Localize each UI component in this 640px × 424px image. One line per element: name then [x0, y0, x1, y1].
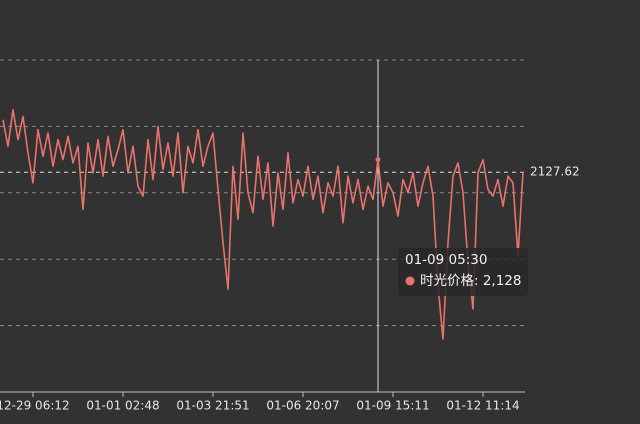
x-tick-label: 01-06 20:07: [266, 399, 339, 413]
x-tick-label: 01-09 15:11: [356, 399, 429, 413]
tooltip-box: [398, 248, 528, 296]
tooltip-dot: [405, 276, 415, 286]
tooltip-title: 01-09 05:30: [405, 252, 487, 268]
x-tick-label: 01-03 21:51: [176, 399, 249, 413]
x-tick-label: 12-29 06:12: [0, 399, 70, 413]
x-tick-label: 01-12 11:14: [446, 399, 519, 413]
mark-line-label: 2127.62: [530, 165, 580, 179]
tooltip-value: 时光价格: 2,128: [420, 273, 522, 289]
tooltip: 01-09 05:30 时光价格: 2,128: [398, 248, 528, 296]
x-tick-label: 01-01 02:48: [86, 399, 159, 413]
series-line: [2, 109, 524, 340]
tooltip-point: [375, 157, 381, 163]
